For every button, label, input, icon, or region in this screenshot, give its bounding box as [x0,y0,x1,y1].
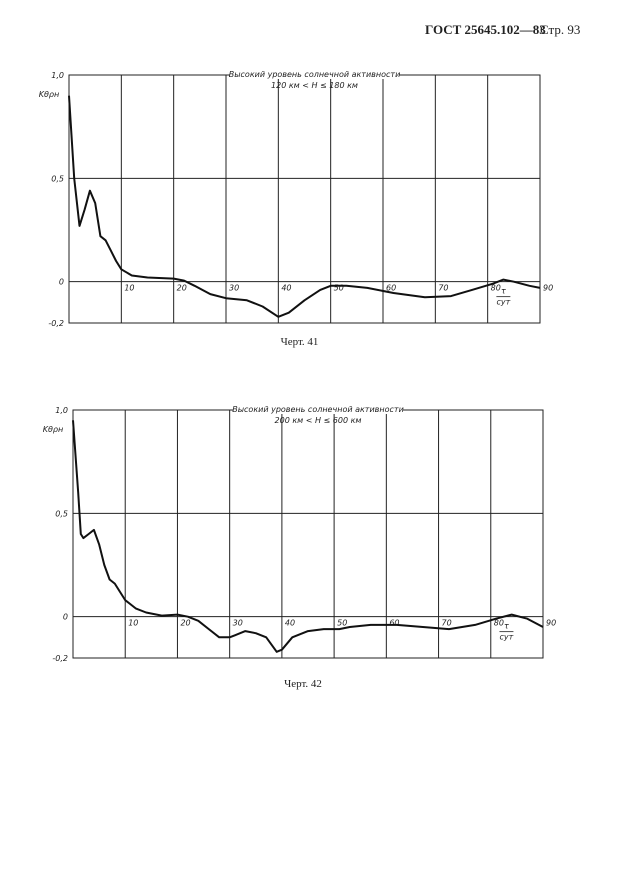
plot-frame [68,74,541,324]
plot-frame [72,409,544,659]
x-axis-label: сут [496,298,510,307]
x-axis-label: сут [500,633,514,642]
y-tick-label: -0,2 [52,654,68,663]
curve [72,420,544,653]
title-bg [233,404,403,414]
header-page: Стр. 93 [540,22,580,37]
chart-subtitle: 120 км < H ≤ 180 км [271,81,358,90]
chart-title: Высокий уровень солнечной активности [229,70,401,79]
x-tick-label: 80 [494,619,504,628]
x-tick-label: 30 [229,284,239,293]
y-axis-label: Kθρн [43,425,63,434]
x-tick-label: 70 [438,284,448,293]
y-tick-label: 0 [59,278,64,287]
caption: Черт. 42 [284,678,322,690]
x-tick-label: 40 [285,619,295,628]
y-tick-label: 0,5 [55,509,68,518]
x-tick-label: 80 [491,284,501,293]
y-tick-label: 1,0 [55,406,68,415]
x-tick-label: 20 [177,284,187,293]
y-tick-label: 1,0 [51,71,64,80]
x-tick-label: 30 [233,619,243,628]
x-tick-label: 50 [337,619,347,628]
title-bg [229,69,400,79]
chart-subtitle: 200 км < H ≤ 600 км [275,416,362,425]
x-tick-label: 40 [281,284,291,293]
y-tick-label: 0,5 [51,174,64,183]
x-tick-label: 10 [124,284,134,293]
caption: Черт. 41 [281,336,319,348]
x-axis-label: τ [501,287,506,296]
x-tick-label: 10 [128,619,138,628]
x-tick-label: 90 [543,284,553,293]
y-tick-label: -0,2 [48,319,64,328]
x-tick-label: 70 [442,619,452,628]
x-tick-label: 60 [386,284,396,293]
x-tick-label: 60 [389,619,399,628]
y-axis-label: Kθρн [39,90,59,99]
y-tick-label: 0 [63,613,68,622]
curve [68,95,541,318]
x-tick-label: 20 [180,619,190,628]
x-axis-label: τ [504,622,509,631]
x-tick-label: 90 [546,619,556,628]
chart-title: Высокий уровень солнечной активности [232,405,404,414]
header-title: ГОСТ 25645.102—83 [425,22,546,37]
x-tick-label: 50 [334,284,344,293]
